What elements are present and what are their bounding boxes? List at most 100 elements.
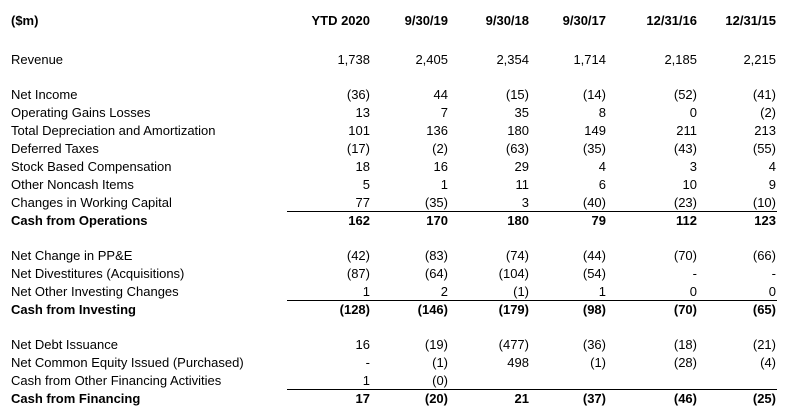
subtotal-rule <box>287 389 777 390</box>
cell-value: (477) <box>498 337 529 352</box>
cell-value: 6 <box>598 177 606 192</box>
cell-value: 136 <box>426 123 448 138</box>
cell-value: (14) <box>582 87 606 102</box>
cell-value: 2,215 <box>743 52 776 67</box>
cell-value: (74) <box>505 248 529 263</box>
cell-value: 1 <box>598 284 606 299</box>
cell-value: 1,714 <box>573 52 606 67</box>
row-label: Net Change in PP&E <box>11 248 133 263</box>
total-value: (65) <box>752 302 776 317</box>
cell-value: 2,185 <box>664 52 697 67</box>
table-row: Operating Gains Losses 13 7 35 8 0 (2) <box>0 104 795 122</box>
total-value: (46) <box>673 391 697 406</box>
cell-value: 4 <box>598 159 606 174</box>
cell-value: (19) <box>424 337 448 352</box>
column-header: YTD 2020 <box>311 13 370 28</box>
row-label: Stock Based Compensation <box>11 159 172 174</box>
header-row: ($m) YTD 2020 9/30/19 9/30/18 9/30/17 12… <box>0 12 795 30</box>
cell-value: 13 <box>355 105 370 120</box>
cell-value: - <box>692 266 697 281</box>
cell-value: (55) <box>752 141 776 156</box>
table-row: Net Divestitures (Acquisitions) (87) (64… <box>0 265 795 283</box>
table-row: Net Income (36) 44 (15) (14) (52) (41) <box>0 86 795 104</box>
total-value: 162 <box>348 213 370 228</box>
total-value: 180 <box>507 213 529 228</box>
table-row: Other Noncash Items 5 1 11 6 10 9 <box>0 176 795 194</box>
cell-value: 4 <box>768 159 776 174</box>
total-value: (179) <box>498 302 529 317</box>
cell-value: 1 <box>440 177 448 192</box>
table-row-total-financing: Cash from Financing 17 (20) 21 (37) (46)… <box>0 390 795 408</box>
cell-value: (83) <box>424 248 448 263</box>
cell-value: 35 <box>514 105 529 120</box>
table-row-revenue: Revenue 1,738 2,405 2,354 1,714 2,185 2,… <box>0 51 795 69</box>
total-value: 170 <box>426 213 448 228</box>
cell-value: 2,354 <box>496 52 529 67</box>
cell-value: (17) <box>346 141 370 156</box>
cell-value: (0) <box>432 373 448 388</box>
row-label: Net Common Equity Issued (Purchased) <box>11 355 244 370</box>
cell-value: (52) <box>673 87 697 102</box>
cell-value: (28) <box>673 355 697 370</box>
cell-value: (36) <box>582 337 606 352</box>
cell-value: 1 <box>362 373 370 388</box>
cell-value: 9 <box>768 177 776 192</box>
row-label: Net Divestitures (Acquisitions) <box>11 266 185 281</box>
total-value: 123 <box>754 213 776 228</box>
cell-value: 3 <box>521 195 529 210</box>
cell-value: 0 <box>689 284 697 299</box>
cell-value: 2 <box>440 284 448 299</box>
total-value: (37) <box>582 391 606 406</box>
table-row: Net Common Equity Issued (Purchased) - (… <box>0 354 795 372</box>
cell-value: (42) <box>346 248 370 263</box>
unit-label: ($m) <box>11 13 39 28</box>
total-value: 17 <box>355 391 370 406</box>
cell-value: 10 <box>682 177 697 192</box>
table-row: Total Depreciation and Amortization 101 … <box>0 122 795 140</box>
cell-value: 3 <box>689 159 697 174</box>
total-value: 21 <box>514 391 529 406</box>
cell-value: (104) <box>498 266 529 281</box>
cell-value: 0 <box>689 105 697 120</box>
cell-value: 0 <box>768 284 776 299</box>
cell-value: (54) <box>582 266 606 281</box>
cell-value: 7 <box>440 105 448 120</box>
row-label: Changes in Working Capital <box>11 195 172 210</box>
cell-value: (64) <box>424 266 448 281</box>
column-header: 12/31/15 <box>725 13 776 28</box>
column-header: 9/30/19 <box>404 13 448 28</box>
column-header: 9/30/17 <box>562 13 606 28</box>
cell-value: (70) <box>673 248 697 263</box>
cell-value: (1) <box>432 355 448 370</box>
cell-value: 16 <box>355 337 370 352</box>
cell-value: 213 <box>754 123 776 138</box>
total-label: Cash from Operations <box>11 213 148 228</box>
cell-value: (4) <box>760 355 776 370</box>
table-row-total-investing: Cash from Investing (128) (146) (179) (9… <box>0 301 795 319</box>
cell-value: (66) <box>752 248 776 263</box>
cell-value: - <box>365 355 370 370</box>
row-label: Revenue <box>11 52 64 67</box>
subtotal-rule <box>287 300 777 301</box>
cell-value: (18) <box>673 337 697 352</box>
column-header: 9/30/18 <box>485 13 529 28</box>
total-value: (146) <box>417 302 448 317</box>
cell-value: (87) <box>346 266 370 281</box>
row-label: Total Depreciation and Amortization <box>11 123 216 138</box>
total-value: 79 <box>591 213 606 228</box>
cell-value: 101 <box>348 123 370 138</box>
cell-value: 18 <box>355 159 370 174</box>
cell-value: (2) <box>760 105 776 120</box>
table-row: Net Debt Issuance 16 (19) (477) (36) (18… <box>0 336 795 354</box>
table-row: Changes in Working Capital 77 (35) 3 (40… <box>0 194 795 212</box>
cell-value: (35) <box>424 195 448 210</box>
cell-value: 11 <box>515 177 530 192</box>
cell-value: 77 <box>355 195 370 210</box>
table-row: Deferred Taxes (17) (2) (63) (35) (43) (… <box>0 140 795 158</box>
cell-value: 180 <box>507 123 529 138</box>
cell-value: (21) <box>752 337 776 352</box>
cell-value: 5 <box>362 177 370 192</box>
total-label: Cash from Financing <box>11 391 141 406</box>
cell-value: (44) <box>582 248 606 263</box>
row-label: Net Debt Issuance <box>11 337 118 352</box>
